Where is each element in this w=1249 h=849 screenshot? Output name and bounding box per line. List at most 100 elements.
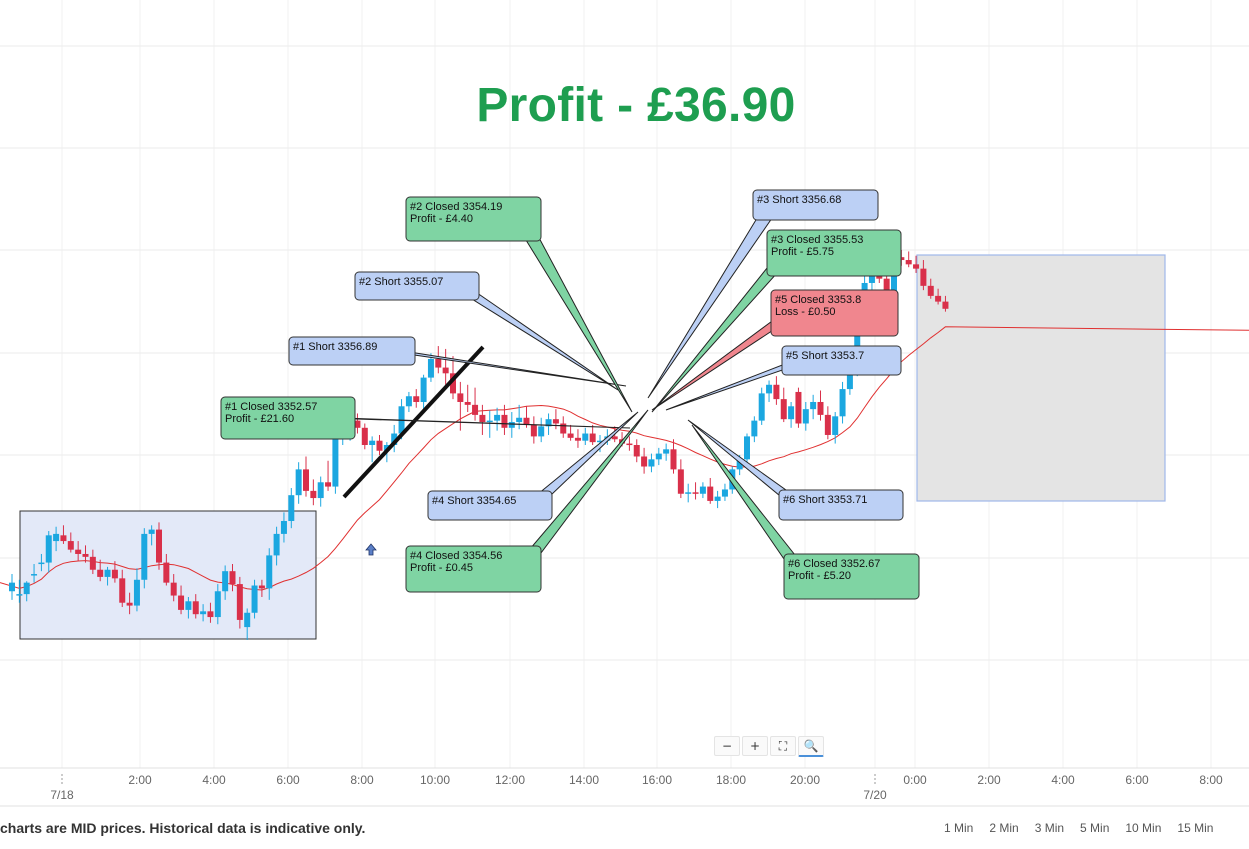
candle-down: [310, 490, 317, 499]
candle-up: [31, 574, 38, 576]
candle-down: [75, 549, 82, 554]
x-axis-tick-label: 2:00: [977, 773, 1001, 787]
candle-down: [472, 404, 479, 415]
candle-up: [185, 601, 192, 610]
candle-down: [817, 401, 824, 415]
x-axis-tick-label: 12:00: [495, 773, 525, 787]
candle-down: [611, 436, 618, 440]
candle-down: [435, 358, 442, 368]
callout-label: Profit - £5.75: [771, 246, 834, 258]
candle-up: [736, 459, 743, 470]
candle-up: [744, 436, 750, 460]
range-box-right: [916, 254, 1166, 502]
callout-label: #1 Closed 3352.57: [225, 401, 317, 413]
candle-up: [802, 409, 809, 424]
candle-up: [317, 482, 324, 499]
candle-down: [707, 486, 714, 501]
candle-up: [251, 585, 258, 613]
candle-down: [670, 449, 677, 470]
candle-down: [119, 578, 126, 603]
candle-up: [200, 611, 207, 615]
fit-screen-icon[interactable]: ⛶: [770, 736, 796, 756]
callout-box-short: [752, 189, 879, 221]
candle-down: [60, 535, 67, 542]
candle-up: [832, 416, 839, 435]
candle-up: [839, 389, 846, 417]
candle-up: [486, 420, 493, 423]
callout-label: #3 Short 3356.68: [757, 194, 841, 206]
candle-up: [273, 533, 280, 556]
candle-up: [582, 433, 589, 441]
candle-down: [523, 417, 530, 425]
x-axis-tick-label: 20:00: [790, 773, 820, 787]
callout-pointer: [512, 218, 633, 413]
candle-down: [97, 569, 104, 577]
candle-up: [16, 594, 23, 596]
timeframe-5-min[interactable]: 5 Min: [1080, 821, 1110, 835]
candle-down: [457, 393, 464, 402]
x-axis-tick-label: 8:00: [350, 773, 374, 787]
x-axis-date-label: 7/18: [50, 788, 74, 802]
x-axis-tick-label: 8:00: [1199, 773, 1223, 787]
candle-down: [633, 445, 640, 457]
candle-up: [23, 582, 30, 595]
candle-up: [133, 579, 140, 606]
callout-label: Profit - £5.20: [788, 570, 851, 582]
callout-label: Profit - £21.60: [225, 413, 294, 425]
candle-down: [89, 556, 96, 570]
candle-down: [178, 595, 185, 610]
candle-up: [391, 433, 398, 445]
candle-up: [332, 437, 339, 487]
candle-up: [104, 569, 111, 577]
candle-up: [685, 492, 692, 494]
magnifier-icon[interactable]: 🔍: [798, 736, 824, 757]
timeframe-1-min[interactable]: 1 Min: [944, 821, 974, 835]
candle-down: [589, 433, 596, 443]
timeframe-3-min[interactable]: 3 Min: [1034, 821, 1065, 835]
candle-down: [361, 427, 368, 445]
callout-box-profit: [220, 396, 356, 440]
x-axis-tick-label: 2:00: [128, 773, 152, 787]
candle-down: [641, 456, 648, 467]
plus-icon[interactable]: +: [742, 736, 768, 756]
x-axis-tick-label: 4:00: [1051, 773, 1075, 787]
x-axis-tick-label: 6:00: [1125, 773, 1149, 787]
candle-up: [222, 571, 229, 592]
candle-down: [303, 469, 309, 491]
candle-up: [53, 533, 60, 542]
candle-up: [597, 440, 603, 443]
candle-down: [780, 399, 787, 420]
candle-up: [516, 417, 523, 423]
candle-up: [508, 422, 515, 428]
candle-down: [258, 585, 265, 589]
timeframe-10-min[interactable]: 10 Min: [1125, 821, 1162, 835]
callout-label: #2 Closed 3354.19: [410, 201, 502, 213]
candle-down: [156, 529, 162, 563]
candle-up: [427, 358, 434, 378]
timeframe-2-min[interactable]: 2 Min: [989, 821, 1019, 835]
callout-box-profit: [405, 545, 542, 593]
candle-down: [795, 391, 802, 424]
candle-down: [450, 373, 456, 394]
candle-up: [295, 469, 302, 496]
timeframe-15-min[interactable]: 15 Min: [1177, 821, 1214, 835]
callout-box-short: [781, 345, 902, 376]
candle-down: [692, 492, 699, 494]
callout-box-short: [354, 271, 480, 301]
callout-label: #5 Closed 3353.8: [775, 294, 861, 306]
minus-icon[interactable]: −: [714, 736, 740, 756]
callout-label: Profit - £4.40: [410, 213, 473, 225]
candle-down: [920, 268, 927, 286]
callout-label: #2 Short 3355.07: [359, 276, 443, 288]
candle-up: [545, 419, 552, 427]
callout-label: Loss - £0.50: [775, 306, 836, 318]
callout-label: #6 Short 3353.71: [783, 494, 867, 506]
candle-down: [170, 582, 177, 596]
candle-down: [236, 584, 243, 620]
candle-up: [714, 496, 721, 501]
x-axis-tick-label: 6:00: [276, 773, 300, 787]
candle-up: [38, 562, 45, 565]
callout-box-profit: [766, 229, 902, 277]
candle-up: [9, 582, 15, 592]
